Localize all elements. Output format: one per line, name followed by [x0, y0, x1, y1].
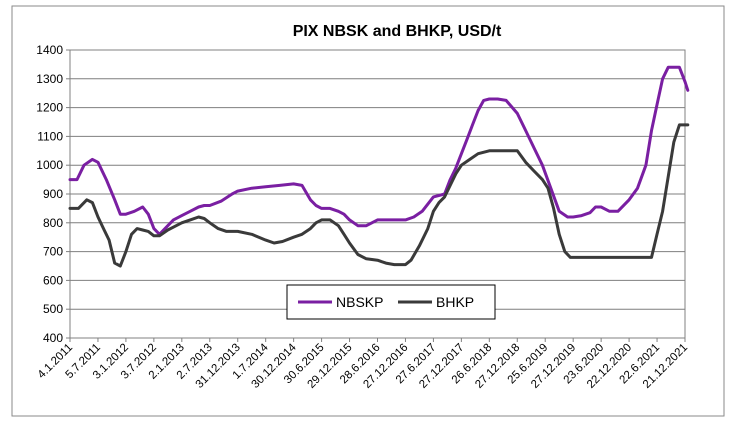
series-line-nbskp [68, 65, 690, 236]
series-lines [68, 65, 690, 268]
legend: NBSKP BHKP [286, 284, 496, 320]
y-tick-label: 1400 [36, 43, 63, 57]
series-line-bhkp [68, 123, 690, 268]
y-tick-label: 600 [43, 273, 63, 287]
y-tick-label: 800 [43, 216, 63, 230]
y-tick-label: 1100 [37, 129, 63, 143]
y-tick-label: 500 [43, 302, 63, 316]
legend-label-bhkp: BHKP [436, 294, 474, 310]
chart-title: PIX NBSK and BHKP, USD/t [293, 23, 502, 40]
gridlines [70, 78, 685, 310]
y-tick-label: 1000 [36, 158, 63, 172]
legend-label-nbskp: NBSKP [336, 294, 383, 310]
y-tick-label: 400 [43, 331, 63, 345]
y-tick-label: 1200 [36, 101, 63, 115]
y-axis: 400 500 600 700 800 900 1000 1100 1200 1300 1400 [36, 43, 70, 345]
y-tick-label: 1300 [36, 72, 63, 86]
y-tick-label: 700 [43, 245, 63, 259]
y-tick-label: 900 [43, 187, 63, 201]
